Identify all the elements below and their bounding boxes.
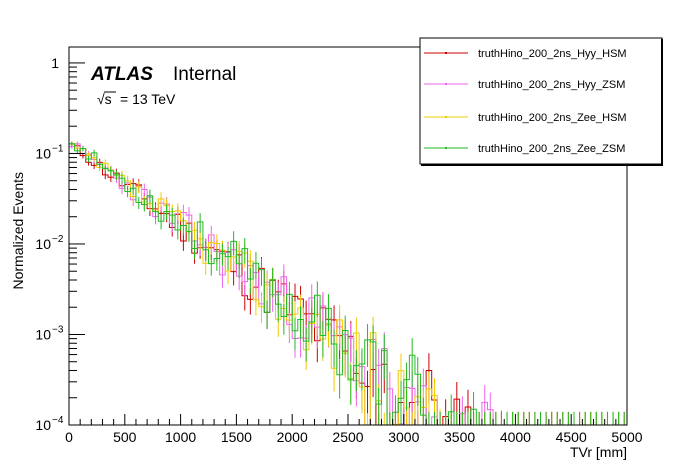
legend-entry-label: truthHino_200_2ns_Hyy_HSM — [478, 48, 627, 60]
legend-box — [419, 37, 663, 165]
legend-entry-label: truthHino_200_2ns_Hyy_ZSM — [478, 79, 625, 91]
legend-entry-label: truthHino_200_2ns_Zee_HSM — [478, 112, 627, 124]
energy-value-label: = 13 TeV — [120, 91, 176, 107]
series-line-truthHino_200_2ns_Zee_ZSM — [69, 143, 627, 426]
x-tick-label: 1000 — [165, 429, 196, 445]
y-tick-exponent: −2 — [52, 234, 64, 245]
x-axis-title: TVr [mm] — [570, 444, 627, 460]
x-tick-label: 4500 — [556, 429, 587, 445]
legend-marker — [445, 83, 447, 85]
energy-sqrt-label: √s — [97, 91, 112, 107]
y-tick-exponent: −3 — [52, 324, 64, 335]
x-tick-label: 0 — [65, 429, 73, 445]
legend-marker — [445, 52, 447, 54]
y-tick-label: 1 — [51, 55, 59, 71]
internal-label: Internal — [173, 64, 236, 85]
x-tick-label: 3000 — [388, 429, 419, 445]
y-axis: 10 −410 −310 −210 −11 — [35, 55, 85, 433]
x-tick-label: 2000 — [277, 429, 308, 445]
x-tick-label: 2500 — [332, 429, 363, 445]
y-tick-label: 10 — [35, 145, 51, 161]
y-tick-exponent: −4 — [52, 415, 64, 426]
legend-marker — [445, 147, 447, 149]
legend-entry-label: truthHino_200_2ns_Zee_ZSM — [478, 143, 625, 155]
series-layer — [69, 141, 627, 426]
x-axis: 0 500 1000 1500 2000 2500 3000 3500 4000 4500 5000 — [65, 414, 643, 445]
x-tick-label: 500 — [113, 429, 137, 445]
y-tick-label: 10 — [35, 236, 51, 252]
y-tick-label: 10 — [35, 417, 51, 433]
legend-marker — [445, 116, 447, 118]
y-tick-label: 10 — [35, 326, 51, 342]
atlas-label: ATLAS — [90, 64, 153, 85]
x-tick-label: 5000 — [611, 429, 642, 445]
legend-entries: truthHino_200_2ns_Hyy_HSM truthHino_200_2… — [424, 48, 627, 155]
legend: truthHino_200_2ns_Hyy_HSM truthHino_200_2… — [419, 37, 663, 166]
y-axis-title: Normalized Events — [10, 172, 26, 290]
x-tick-label: 3500 — [444, 429, 475, 445]
x-tick-label: 1500 — [221, 429, 252, 445]
y-tick-exponent: −1 — [52, 143, 64, 154]
x-tick-label: 4000 — [500, 429, 531, 445]
